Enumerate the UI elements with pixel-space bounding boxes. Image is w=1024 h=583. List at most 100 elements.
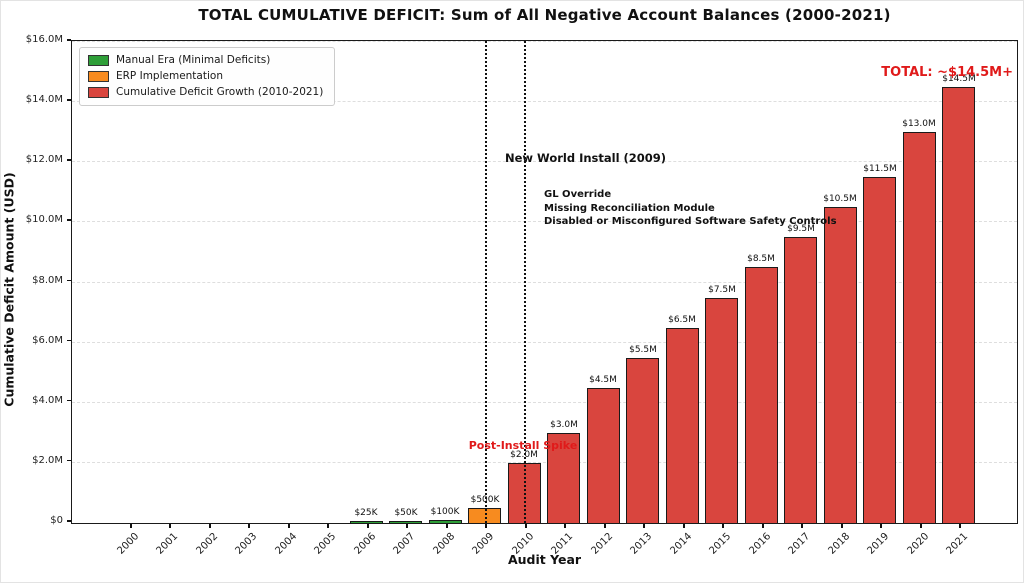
annotation-failure-causes: GL Override Missing Reconciliation Modul… <box>544 188 837 229</box>
legend: Manual Era (Minimal Deficits) ERP Implem… <box>79 47 336 106</box>
bar-value-label-2006: $25K <box>354 508 378 518</box>
x-tick-mark <box>209 524 211 528</box>
y-tick-mark <box>67 99 71 101</box>
x-tick-mark <box>920 524 922 528</box>
x-tick-mark <box>367 524 369 528</box>
gridline <box>72 161 1017 163</box>
legend-label-erp-implementation: ERP Implementation <box>116 70 223 82</box>
legend-item-manual-era: Manual Era (Minimal Deficits) <box>88 54 323 66</box>
x-tick-mark <box>841 524 843 528</box>
gridline <box>72 221 1017 223</box>
annotation-new-world-install: New World Install (2009) <box>505 151 667 165</box>
bar-value-label-2013: $5.5M <box>629 345 657 355</box>
bar-value-label-2020: $13.0M <box>902 119 936 129</box>
gridline <box>72 101 1017 103</box>
x-tick-mark <box>130 524 132 528</box>
y-tick-label: $12.0M <box>25 154 63 166</box>
annotation-failure-causes-line-3: Disabled or Misconfigured Software Safet… <box>544 216 837 227</box>
bar-value-label-2021: $14.5M <box>942 74 976 84</box>
x-tick-mark <box>169 524 171 528</box>
bar-value-label-2008: $100K <box>430 507 460 517</box>
gridline <box>72 281 1017 283</box>
y-tick-mark <box>67 219 71 221</box>
annotation-post-install-spike: Post-Install Spike <box>468 439 578 452</box>
x-axis-label: Audit Year <box>507 552 582 567</box>
y-tick-label: $10.0M <box>25 214 63 226</box>
x-tick-mark <box>762 524 764 528</box>
gridline <box>72 341 1017 343</box>
x-tick-mark <box>288 524 290 528</box>
bar-2021 <box>942 87 975 523</box>
bar-value-label-2014: $6.5M <box>668 315 696 325</box>
y-tick-label: $0 <box>50 515 63 526</box>
legend-label-manual-era: Manual Era (Minimal Deficits) <box>116 54 271 66</box>
x-tick-mark <box>880 524 882 528</box>
x-tick-mark <box>248 524 250 528</box>
bar-2008 <box>429 520 462 523</box>
x-tick-mark <box>959 524 961 528</box>
bar-2012 <box>587 388 620 523</box>
bar-value-label-2015: $7.5M <box>708 285 736 295</box>
y-tick-label: $2.0M <box>32 454 63 466</box>
annotation-failure-causes-line-1: GL Override <box>544 189 612 200</box>
bar-value-label-2018: $10.5M <box>823 194 857 204</box>
bar-2006 <box>350 521 383 523</box>
y-tick-mark <box>67 39 71 41</box>
annotation-failure-causes-line-2: Missing Reconciliation Module <box>544 202 715 214</box>
y-tick-label: $8.0M <box>32 274 63 286</box>
y-tick-label: $6.0M <box>32 334 63 346</box>
erp-implementation-swatch-icon <box>88 70 109 82</box>
x-tick-mark <box>604 524 606 528</box>
y-tick-label: $4.0M <box>32 394 63 406</box>
legend-item-erp-implementation: ERP Implementation <box>88 70 323 82</box>
x-tick-mark <box>801 524 803 528</box>
bar-2016 <box>745 267 778 523</box>
x-tick-mark <box>406 524 408 528</box>
bar-value-label-2017: $9.5M <box>787 224 815 234</box>
chart-title: TOTAL CUMULATIVE DEFICIT: Sum of All Neg… <box>198 6 891 24</box>
bar-value-label-2011: $3.0M <box>550 420 578 430</box>
bar-2019 <box>863 177 896 523</box>
y-axis-label: Cumulative Deficit Amount (USD) <box>1 172 17 407</box>
x-tick-mark <box>525 524 527 528</box>
plot-inner: $25K $50K $100K $500K $2.0M $3.0M $4.5M $5.5M $6… <box>72 41 1017 523</box>
y-tick-label: $16.0M <box>25 34 63 45</box>
legend-label-cumulative-deficit: Cumulative Deficit Growth (2010-2021) <box>116 86 324 98</box>
x-tick-mark <box>564 524 566 528</box>
y-tick-mark <box>67 279 71 281</box>
plot-area: $25K $50K $100K $500K $2.0M $3.0M $4.5M $5.5M $6… <box>71 40 1018 524</box>
bar-value-label-2016: $8.5M <box>747 254 775 264</box>
bar-2007 <box>389 521 422 523</box>
bar-2013 <box>626 358 659 523</box>
gridline <box>72 461 1017 463</box>
event-vline-2009 <box>485 41 487 523</box>
bar-2018 <box>824 207 857 523</box>
x-tick-mark <box>722 524 724 528</box>
bar-2009 <box>468 508 501 523</box>
gridline <box>72 401 1017 403</box>
x-tick-mark <box>446 524 448 528</box>
y-tick-mark <box>67 339 71 342</box>
manual-era-swatch-icon <box>88 54 109 66</box>
y-tick-label: $14.0M <box>25 94 63 106</box>
bar-value-label-2019: $11.5M <box>863 164 897 174</box>
bar-2011 <box>547 433 580 523</box>
y-tick-mark <box>67 159 71 161</box>
bar-value-label-2012: $4.5M <box>589 375 617 385</box>
bar-value-label-2007: $50K <box>394 508 418 518</box>
y-tick-mark <box>67 459 71 462</box>
y-tick-mark <box>67 399 71 402</box>
bar-2014 <box>666 328 699 523</box>
bar-2020 <box>903 132 936 523</box>
bar-2017 <box>784 237 817 523</box>
bar-2015 <box>705 298 738 523</box>
event-vline-2010 <box>524 41 526 523</box>
y-tick-mark <box>67 520 71 522</box>
annotation-total-deficit: TOTAL: ~$14.5M+ <box>881 65 1013 80</box>
legend-item-cumulative-deficit: Cumulative Deficit Growth (2010-2021) <box>88 86 323 98</box>
x-tick-mark <box>327 524 329 528</box>
x-tick-mark <box>485 524 487 528</box>
cumulative-deficit-swatch-icon <box>88 86 109 98</box>
x-tick-mark <box>643 524 645 528</box>
